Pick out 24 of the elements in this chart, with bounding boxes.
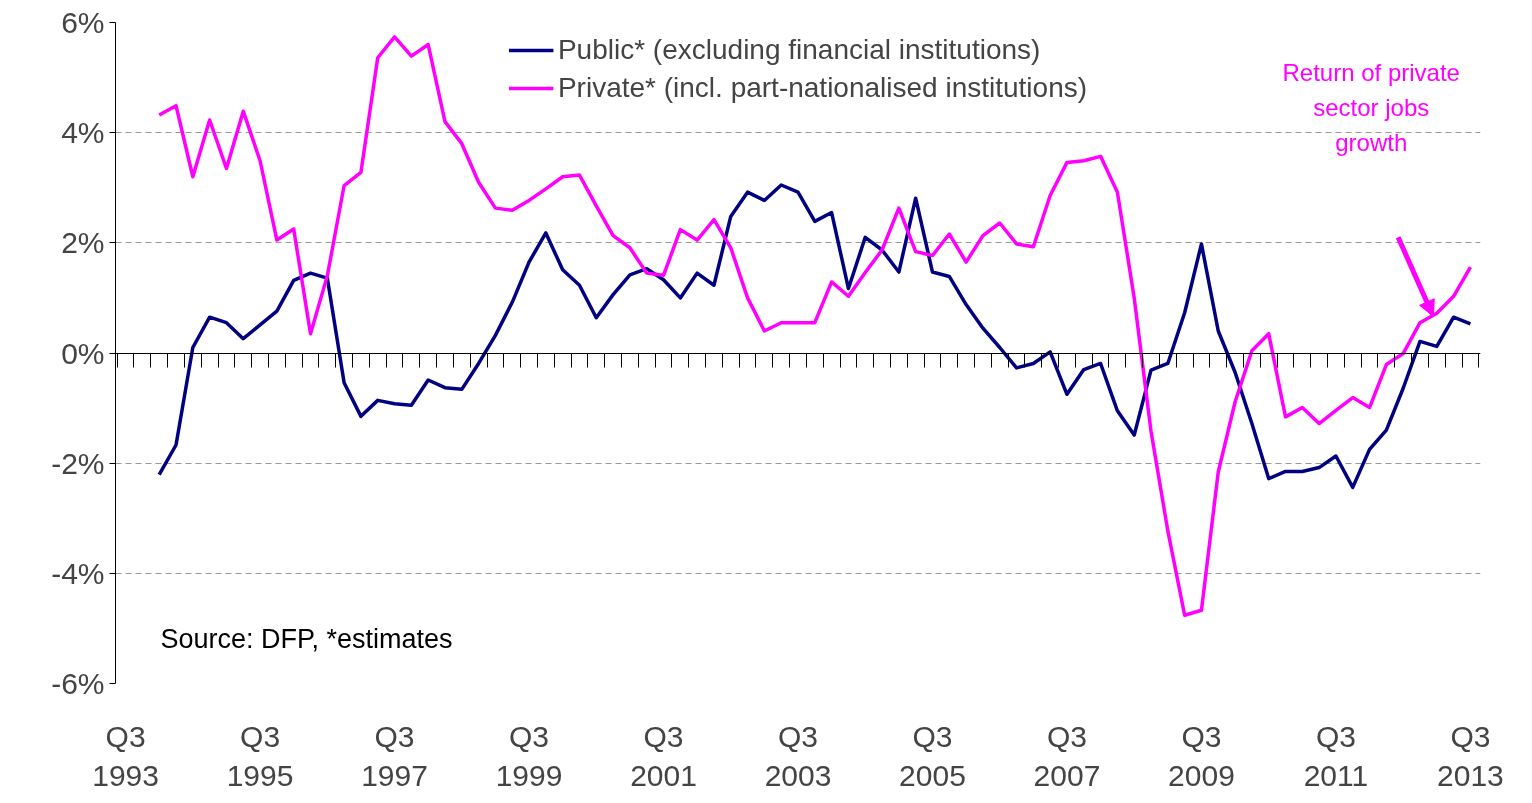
x-tick-label: Q3 1999: [495, 719, 563, 793]
x-tick-label: Q3 1997: [361, 719, 428, 793]
x-tick-label: Q3 2007: [1033, 719, 1101, 793]
legend-label: Private* (incl. part-nationalised institutions): [557, 71, 1088, 105]
x-tick-label: Q3 2009: [1168, 719, 1235, 793]
line-series: [157, 35, 1473, 617]
y-tick-label: -2%: [51, 446, 105, 480]
x-tick-label: Q3 1995: [226, 719, 294, 793]
y-tick-label: -4%: [51, 556, 105, 590]
x-tick-label: Q3 2001: [630, 719, 697, 793]
x-tick-label: Q3 2005: [899, 719, 966, 793]
x-tick-label: Q3 2013: [1437, 719, 1504, 793]
legend-label: Public* (excluding financial institutions): [557, 33, 1041, 67]
y-tick-label: 6%: [61, 6, 105, 39]
x-tick-label: Q3 2003: [764, 719, 832, 793]
annotation: Source: DFP, *estimates: [160, 623, 453, 654]
y-tick-label: -6%: [51, 667, 105, 700]
x-tick-label: Q3 2011: [1303, 719, 1369, 793]
y-tick-label: 0%: [61, 336, 105, 370]
annotation: Return of private sector jobs growth: [1282, 58, 1460, 157]
line-series: [157, 183, 1473, 490]
y-tick-label: 4%: [61, 116, 105, 150]
x-tick-label: Q3 1993: [92, 719, 159, 793]
y-tick-label: 2%: [61, 226, 105, 260]
